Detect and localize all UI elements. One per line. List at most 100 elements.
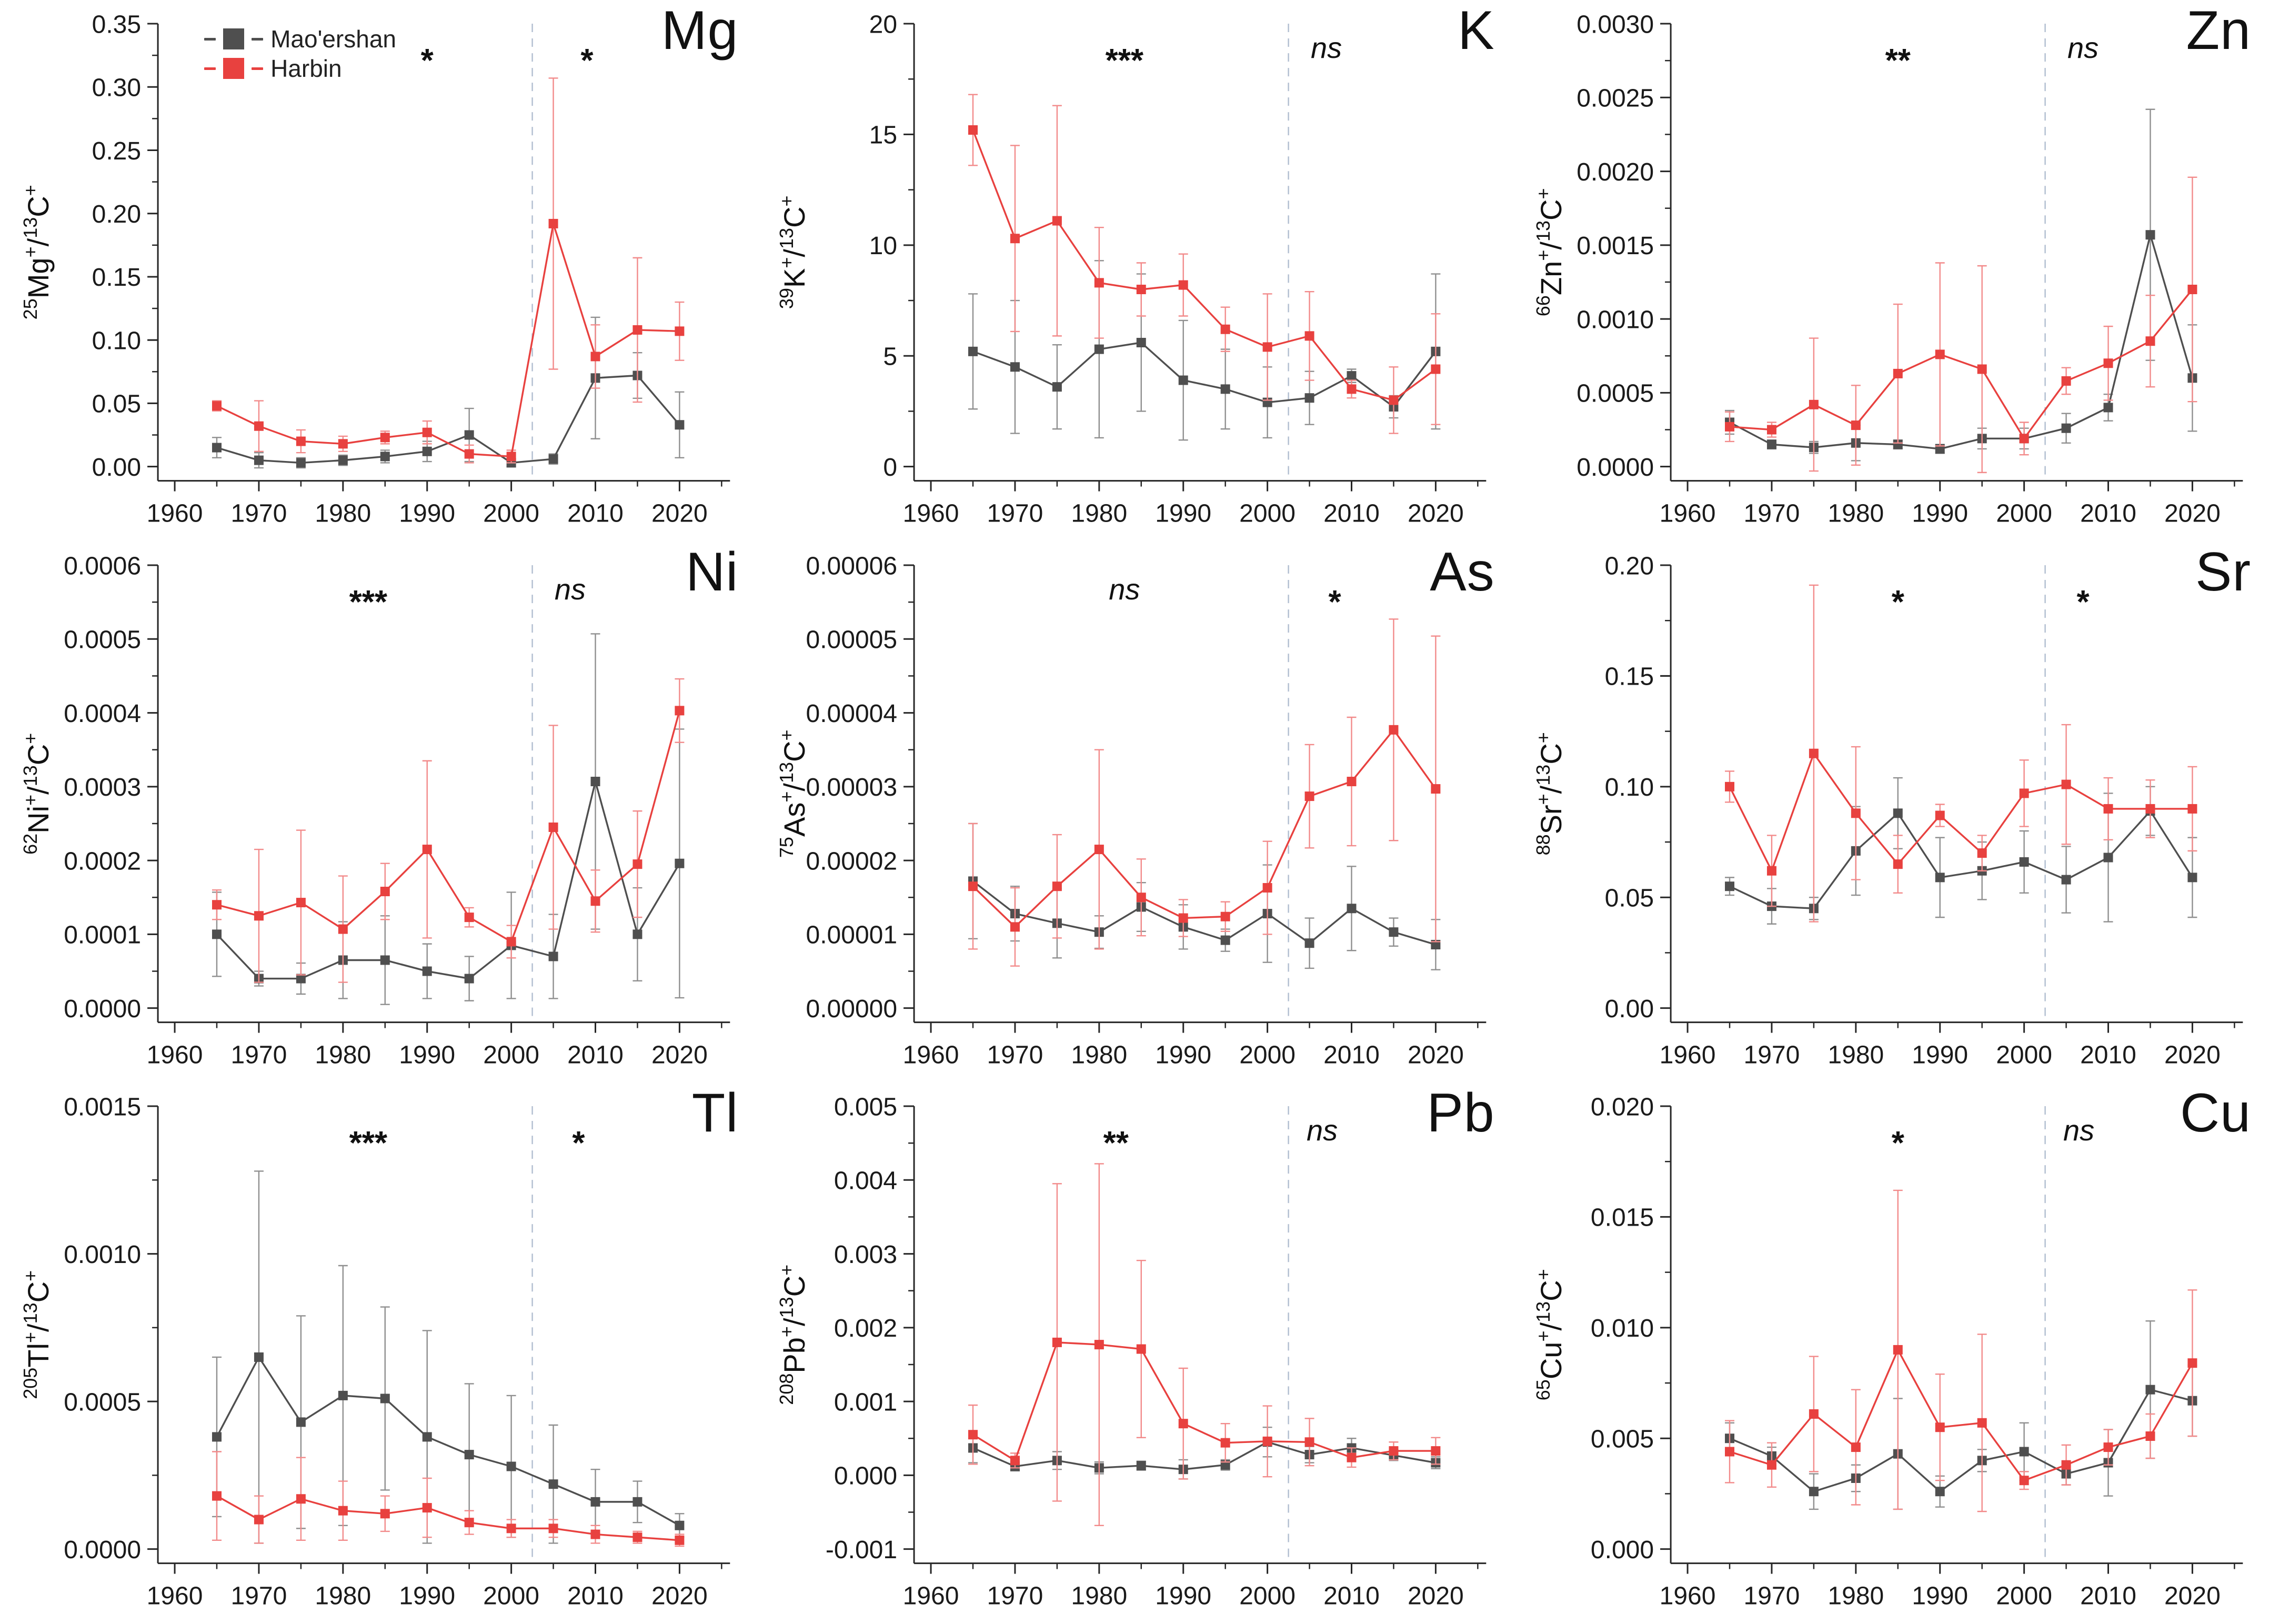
svg-text:2010: 2010 — [567, 500, 624, 528]
data-point — [296, 1494, 306, 1504]
data-point — [1179, 375, 1189, 385]
data-point — [2019, 1447, 2029, 1457]
svg-text:1960: 1960 — [903, 1582, 959, 1610]
svg-text:10: 10 — [869, 232, 897, 260]
svg-text:2020: 2020 — [1408, 500, 1464, 528]
data-point — [338, 439, 348, 449]
data-point — [1179, 913, 1189, 923]
significance-post-2003: * — [2076, 584, 2090, 620]
series-harbin — [1724, 584, 2197, 923]
chart-title-mg: Mg — [661, 0, 739, 61]
y-axis-label: 39K+/13C+ — [776, 196, 811, 309]
significance-post-2003: * — [1329, 584, 1342, 620]
svg-text:2010: 2010 — [2080, 500, 2136, 528]
svg-text:1980: 1980 — [1071, 500, 1128, 528]
data-point — [1724, 881, 1734, 891]
svg-text:0.00003: 0.00003 — [806, 774, 898, 801]
y-axis-ticks: 0.0000 0.0001 0.0002 0.0003 0.0004 0.0005 0.00… — [64, 552, 158, 1023]
x-axis-ticks: 1960 1970 1980 1990 2000 2010 2020 — [147, 1563, 722, 1610]
data-point — [1137, 337, 1147, 348]
data-point — [2103, 1442, 2113, 1452]
svg-text:2010: 2010 — [1323, 1582, 1380, 1610]
data-point — [1724, 781, 1734, 791]
legend-swatch-maoershan — [223, 28, 245, 50]
error-bars — [1724, 1320, 2197, 1510]
data-point — [1935, 810, 1945, 820]
axes — [913, 24, 1487, 482]
data-point — [2145, 1431, 2155, 1441]
x-axis-ticks: 1960 1970 1980 1990 2000 2010 2020 — [147, 1022, 722, 1069]
data-point — [590, 1529, 600, 1539]
data-point — [675, 420, 685, 430]
data-point — [2145, 230, 2155, 240]
y-axis-label: 65Cu+/13C+ — [1532, 1269, 1568, 1401]
series-harbin — [1724, 176, 2197, 474]
data-point — [1389, 1446, 1399, 1456]
data-point — [254, 455, 264, 465]
legend-label-harbin: Harbin — [270, 55, 342, 83]
data-point — [1220, 384, 1230, 394]
svg-text:0.0030: 0.0030 — [1577, 11, 1654, 38]
data-point — [296, 1417, 306, 1427]
y-axis-ticks: 0.000 0.005 0.010 0.015 0.020 — [1591, 1094, 1671, 1564]
data-point — [338, 1391, 348, 1401]
svg-text:1970: 1970 — [231, 500, 287, 528]
chart-title-ni: Ni — [686, 541, 739, 603]
data-point — [1431, 364, 1441, 374]
series-maoershan — [212, 633, 685, 1005]
svg-text:20: 20 — [869, 11, 897, 38]
legend-dash — [252, 37, 264, 41]
significance-post-2003: * — [580, 43, 594, 79]
svg-text:1980: 1980 — [1071, 1582, 1128, 1610]
svg-text:2000: 2000 — [1240, 500, 1296, 528]
data-point — [968, 346, 978, 356]
svg-text:0.25: 0.25 — [92, 137, 141, 165]
svg-text:0.05: 0.05 — [92, 390, 141, 418]
y-axis-ticks: 0.0000 0.0005 0.0010 0.0015 — [64, 1094, 158, 1564]
svg-text:0.0015: 0.0015 — [64, 1094, 141, 1121]
data-point — [464, 1518, 474, 1528]
svg-text:1970: 1970 — [987, 1582, 1043, 1610]
svg-text:0.0003: 0.0003 — [64, 774, 141, 801]
series-line — [216, 781, 680, 980]
data-point — [1724, 1447, 1734, 1457]
data-point — [1851, 808, 1861, 818]
svg-text:1970: 1970 — [1743, 1041, 1800, 1069]
series-harbin — [212, 77, 685, 464]
series-line — [216, 710, 681, 943]
svg-text:1990: 1990 — [399, 1582, 455, 1610]
error-bars — [1724, 1190, 2197, 1512]
svg-text:2020: 2020 — [651, 500, 708, 528]
svg-text:1980: 1980 — [1071, 1041, 1128, 1069]
data-point — [380, 1509, 390, 1519]
svg-text:1970: 1970 — [987, 1041, 1043, 1069]
data-point — [1304, 331, 1314, 341]
data-point — [2187, 804, 2197, 814]
y-axis-label: 66Zn+/13C+ — [1532, 188, 1568, 317]
chart-ni: 1960 1970 1980 1990 2000 2010 2020 0.0000 0.0001… — [0, 542, 756, 1083]
svg-text:2000: 2000 — [483, 1041, 539, 1069]
chart-zn: 1960 1970 1980 1990 2000 2010 2020 0.0000 0.0005… — [1513, 0, 2269, 542]
data-point — [2187, 873, 2197, 883]
data-point — [1389, 725, 1399, 735]
significance-post-2003: ns — [1307, 1114, 1338, 1147]
x-axis-ticks: 1960 1970 1980 1990 2000 2010 2020 — [903, 1022, 1479, 1069]
svg-text:0.0005: 0.0005 — [64, 1389, 141, 1417]
series-line — [216, 223, 680, 458]
legend-label-maoershan: Mao'ershan — [270, 25, 396, 53]
y-axis-label: 88Sr+/13C+ — [1532, 732, 1568, 855]
zn-plot-svg: 1960 1970 1980 1990 2000 2010 2020 0.0000 0.0005… — [1532, 11, 2243, 528]
data-point — [1347, 1453, 1357, 1463]
svg-text:1980: 1980 — [315, 1582, 371, 1610]
significance-post-2003: * — [572, 1126, 585, 1162]
svg-text:1960: 1960 — [1659, 1041, 1715, 1069]
chart-title-k: K — [1458, 0, 1495, 61]
svg-text:2000: 2000 — [1240, 1041, 1296, 1069]
y-axis-ticks: 0.00000 0.00001 0.00002 0.00003 0.00004 0.000… — [806, 552, 915, 1023]
svg-text:5: 5 — [883, 343, 898, 371]
series-harbin — [968, 94, 1441, 434]
svg-text:2020: 2020 — [651, 1582, 708, 1610]
svg-text:2000: 2000 — [1996, 1041, 2052, 1069]
sr-plot-svg: 1960 1970 1980 1990 2000 2010 2020 0.00 0.05 0.10… — [1532, 552, 2243, 1069]
chart-title-zn: Zn — [2186, 0, 2251, 61]
